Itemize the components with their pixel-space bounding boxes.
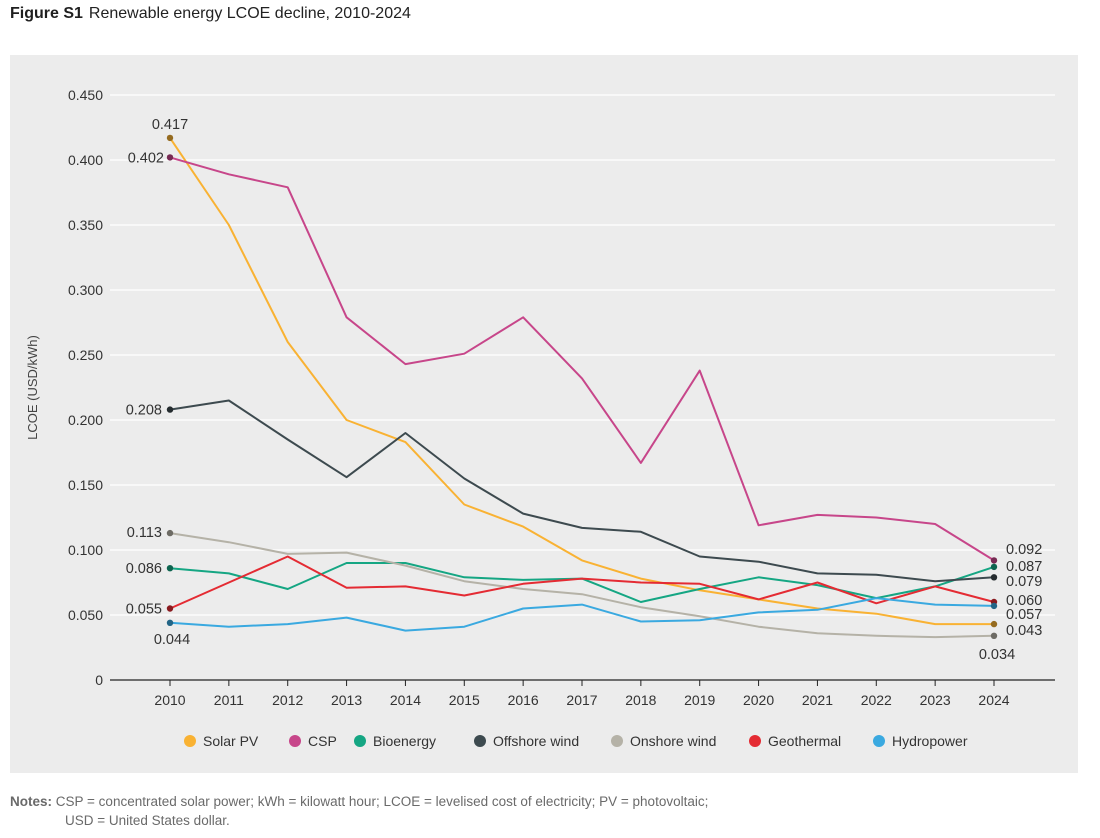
figure-label: Figure S1 bbox=[10, 5, 83, 22]
series-line-solar-pv bbox=[169, 137, 994, 626]
start-marker-geothermal bbox=[166, 605, 174, 612]
legend-swatch-onshore-wind bbox=[611, 735, 623, 747]
series-lines bbox=[169, 137, 995, 639]
legend-swatch-bioenergy bbox=[354, 735, 366, 747]
end-marker-hydropower bbox=[990, 602, 998, 610]
start-marker-csp bbox=[166, 154, 174, 161]
lcoe-line-chart: 0 0.050 0.100 0.150 0.200 0.250 0.300 0.350 0.40… bbox=[25, 87, 1055, 749]
x-tick-label: 2024 bbox=[978, 692, 1009, 708]
end-label-onshore-wind: 0.034 bbox=[979, 647, 1015, 663]
endpoint-labels: 0.417 0.043 0.402 0.092 0.086 0.087 0.208 0.079… bbox=[126, 117, 1043, 663]
x-tick-label: 2010 bbox=[154, 692, 185, 708]
start-label-bioenergy: 0.086 bbox=[126, 561, 162, 577]
start-marker-bioenergy bbox=[166, 565, 174, 572]
legend-swatch-offshore-wind bbox=[474, 735, 486, 747]
series-line-csp bbox=[169, 156, 995, 562]
y-tick-label: 0.400 bbox=[68, 152, 103, 168]
legend-label-geothermal: Geothermal bbox=[768, 733, 841, 749]
end-label-hydropower: 0.057 bbox=[1006, 607, 1042, 623]
series-line-bioenergy bbox=[169, 562, 995, 603]
x-tick-label: 2019 bbox=[684, 692, 715, 708]
x-tick-label: 2023 bbox=[920, 692, 951, 708]
end-label-solar-pv: 0.043 bbox=[1006, 623, 1042, 639]
x-tick-label: 2015 bbox=[449, 692, 480, 708]
start-label-geothermal: 0.055 bbox=[126, 602, 162, 618]
end-marker-solar-pv bbox=[990, 620, 998, 628]
legend-swatch-geothermal bbox=[749, 735, 761, 747]
end-marker-csp bbox=[990, 557, 998, 564]
y-tick-label: 0.150 bbox=[68, 477, 103, 493]
x-tick-label: 2011 bbox=[214, 692, 244, 708]
x-axis: 2010 2011 2012 2013 2014 2015 2016 2017 2018 2019… bbox=[110, 679, 1055, 708]
legend: Solar PV CSP Bioenergy Offshore wind Onshore… bbox=[184, 733, 968, 749]
start-marker-hydropower bbox=[166, 619, 174, 626]
start-label-onshore-wind: 0.113 bbox=[127, 525, 162, 541]
y-tick-label: 0.100 bbox=[68, 542, 103, 558]
legend-label-onshore-wind: Onshore wind bbox=[630, 733, 716, 749]
end-marker-bioenergy bbox=[990, 563, 998, 571]
legend-label-bioenergy: Bioenergy bbox=[373, 733, 436, 749]
legend-label-csp: CSP bbox=[308, 733, 337, 749]
legend-label-hydropower: Hydropower bbox=[892, 733, 968, 749]
series-line-offshore-wind bbox=[169, 399, 995, 583]
start-marker-onshore-wind bbox=[166, 529, 174, 537]
x-tick-label: 2018 bbox=[625, 692, 656, 708]
start-label-csp: 0.402 bbox=[128, 150, 164, 166]
chart-panel: 0 0.050 0.100 0.150 0.200 0.250 0.300 0.350 0.40… bbox=[10, 55, 1078, 773]
start-marker-offshore-wind bbox=[166, 406, 174, 413]
y-tick-label: 0.300 bbox=[68, 282, 103, 298]
gridlines bbox=[110, 94, 1055, 616]
legend-swatch-hydropower bbox=[873, 735, 885, 747]
figure-title: Figure S1 Renewable energy LCOE decline, … bbox=[10, 5, 411, 23]
endpoint-markers bbox=[166, 134, 998, 639]
x-tick-label: 2013 bbox=[331, 692, 362, 708]
notes-line-2: USD = United States dollar. bbox=[65, 813, 230, 828]
end-label-bioenergy: 0.087 bbox=[1006, 559, 1042, 575]
notes-label: Notes: bbox=[10, 794, 53, 809]
start-label-hydropower: 0.044 bbox=[154, 632, 190, 648]
x-tick-label: 2014 bbox=[390, 692, 421, 708]
x-tick-label: 2012 bbox=[272, 692, 303, 708]
end-label-geothermal: 0.060 bbox=[1006, 593, 1042, 609]
series-line-hydropower bbox=[169, 597, 995, 632]
start-label-offshore-wind: 0.208 bbox=[126, 403, 162, 419]
start-label-solar-pv: 0.417 bbox=[152, 117, 188, 133]
y-tick-label: 0.450 bbox=[68, 87, 103, 103]
y-tick-label: 0.350 bbox=[68, 217, 103, 233]
end-label-csp: 0.092 bbox=[1006, 542, 1042, 558]
figure-title-text: Renewable energy LCOE decline, 2010-2024 bbox=[88, 5, 411, 22]
legend-label-solar-pv: Solar PV bbox=[203, 733, 259, 749]
series-line-geothermal bbox=[169, 555, 995, 610]
x-tick-label: 2021 bbox=[802, 692, 833, 708]
legend-label-offshore-wind: Offshore wind bbox=[493, 733, 579, 749]
y-axis-label: LCOE (USD/kWh) bbox=[25, 335, 40, 440]
end-marker-offshore-wind bbox=[990, 574, 998, 581]
y-tick-labels: 0 0.050 0.100 0.150 0.200 0.250 0.300 0.350 0.40… bbox=[68, 87, 103, 688]
y-tick-label: 0 bbox=[95, 672, 103, 688]
y-tick-label: 0.050 bbox=[68, 607, 103, 623]
end-marker-onshore-wind bbox=[990, 632, 998, 639]
x-tick-label: 2016 bbox=[508, 692, 539, 708]
start-marker-solar-pv bbox=[166, 134, 174, 142]
x-tick-label: 2017 bbox=[566, 692, 597, 708]
x-tick-label: 2022 bbox=[861, 692, 892, 708]
end-label-offshore-wind: 0.079 bbox=[1006, 574, 1042, 590]
y-tick-label: 0.200 bbox=[68, 412, 103, 428]
notes-line-1: CSP = concentrated solar power; kWh = ki… bbox=[55, 794, 709, 809]
x-tick-label: 2020 bbox=[743, 692, 774, 708]
legend-swatch-csp bbox=[289, 735, 301, 747]
series-line-onshore-wind bbox=[169, 532, 995, 639]
y-tick-label: 0.250 bbox=[68, 347, 103, 363]
legend-swatch-solar-pv bbox=[184, 735, 196, 747]
notes: Notes: CSP = concentrated solar power; k… bbox=[10, 792, 1070, 830]
